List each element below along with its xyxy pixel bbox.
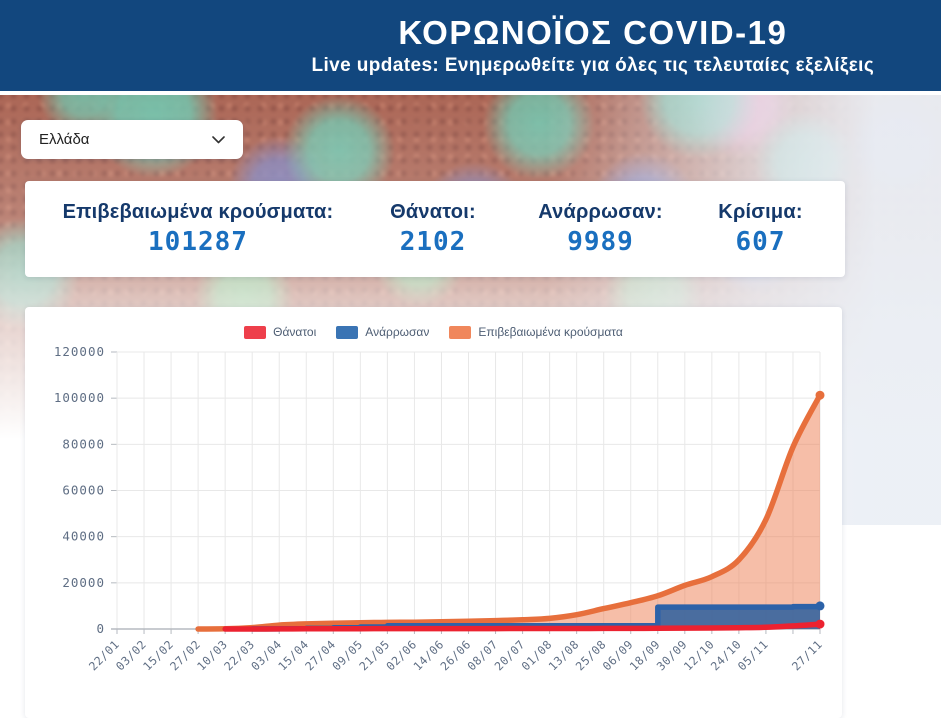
stats-card: Επιβεβαιωμένα κρούσματα: 101287 Θάνατοι:… <box>25 181 845 277</box>
stat-critical-value: 607 <box>735 227 786 257</box>
page-title: ΚΟΡΩΝΟΪΟΣ COVID-19 <box>398 13 788 51</box>
cases-chart-card: Θάνατοι Ανάρρωσαν Επιβεβαιωμένα κρούσματα … <box>25 307 842 718</box>
stat-confirmed-cases: Επιβεβαιωμένα κρούσματα: 101287 <box>43 201 353 257</box>
svg-text:20000: 20000 <box>62 575 105 590</box>
stat-recovered-label: Ανάρρωσαν: <box>538 201 663 223</box>
svg-text:05/11: 05/11 <box>735 637 771 673</box>
cases-chart: 02000040000600008000010000012000022/0103… <box>54 344 825 673</box>
svg-text:60000: 60000 <box>62 483 105 498</box>
svg-text:27/11: 27/11 <box>789 637 825 673</box>
legend-item-2[interactable]: Επιβεβαιωμένα κρούσματα <box>449 325 623 339</box>
stat-deaths-label: Θάνατοι: <box>390 201 476 223</box>
legend-item-0[interactable]: Θάνατοι <box>244 325 316 339</box>
chart-legend: Θάνατοι Ανάρρωσαν Επιβεβαιωμένα κρούσματα <box>25 325 842 339</box>
country-select[interactable]: Ελλάδα <box>21 120 243 159</box>
page-subtitle: Live updates: Ενημερωθείτε για όλες τις … <box>311 55 875 77</box>
chevron-down-icon <box>212 135 225 144</box>
country-select-value: Ελλάδα <box>39 131 90 148</box>
stat-confirmed-cases-label: Επιβεβαιωμένα κρούσματα: <box>62 201 334 223</box>
svg-text:0: 0 <box>96 621 105 636</box>
legend-label: Επιβεβαιωμένα κρούσματα <box>478 325 623 339</box>
svg-text:40000: 40000 <box>62 529 105 544</box>
svg-text:120000: 120000 <box>54 344 105 359</box>
stat-deaths-value: 2102 <box>399 227 467 257</box>
legend-label: Θάνατοι <box>273 325 317 339</box>
stat-deaths: Θάνατοι: 2102 <box>353 201 513 257</box>
stat-confirmed-cases-value: 101287 <box>148 227 248 257</box>
legend-color-swatch <box>244 325 267 339</box>
svg-text:80000: 80000 <box>62 436 105 451</box>
stat-recovered: Ανάρρωσαν: 9989 <box>513 201 688 257</box>
stat-recovered-value: 9989 <box>567 227 634 257</box>
legend-label: Ανάρρωσαν <box>365 325 430 339</box>
header: ΚΟΡΩΝΟΪΟΣ COVID-19 Live updates: Ενημερω… <box>0 0 941 95</box>
legend-color-swatch <box>336 325 359 339</box>
legend-color-swatch <box>449 325 472 339</box>
svg-text:100000: 100000 <box>54 390 105 405</box>
stat-critical-label: Κρίσιμα: <box>718 201 803 223</box>
legend-item-1[interactable]: Ανάρρωσαν <box>336 325 429 339</box>
stat-critical: Κρίσιμα: 607 <box>688 201 833 257</box>
